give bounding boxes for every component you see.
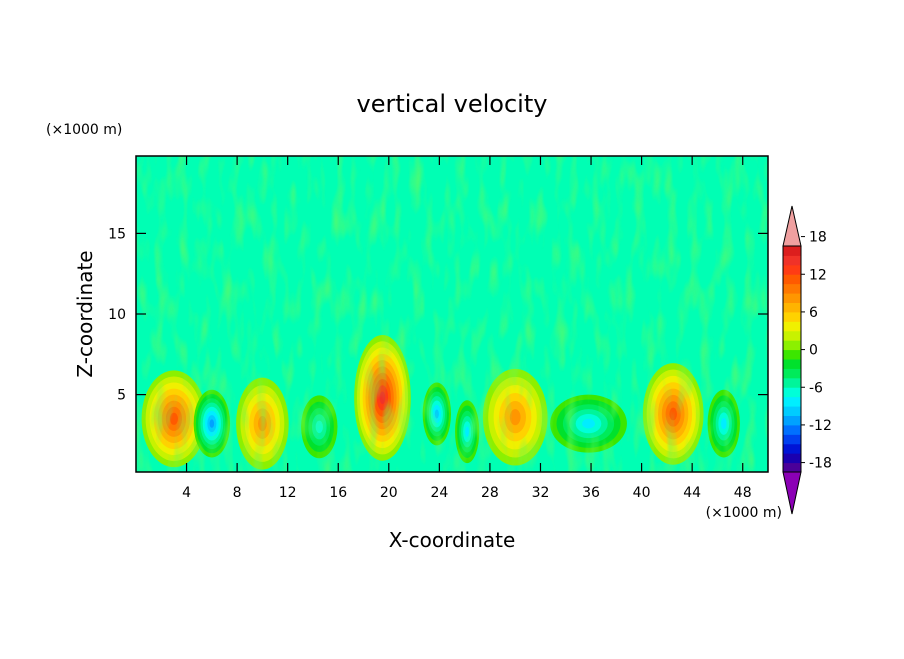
colorbar-segment xyxy=(783,453,801,464)
colorbar-segment xyxy=(783,283,801,294)
colorbar-top-arrow xyxy=(782,205,802,247)
colorbar-bottom-arrow xyxy=(782,471,802,515)
colorbar-segment xyxy=(783,349,801,360)
colorbar-segment xyxy=(783,443,801,454)
colorbar-segment xyxy=(783,434,801,445)
colorbar-segment xyxy=(783,330,801,341)
plot-area xyxy=(136,156,768,472)
colorbar-segment xyxy=(783,246,801,256)
colorbar-segment xyxy=(783,377,801,388)
x-tick-label: 32 xyxy=(532,485,550,501)
colorbar: 18 12 6 0 -6 -12 -18 xyxy=(782,205,832,515)
colorbar-segment xyxy=(783,406,801,416)
x-axis: 4 8 12 16 20 24 28 32 36 40 44 48 xyxy=(182,156,752,501)
x-tick-label: 8 xyxy=(233,485,242,501)
colorbar-segment xyxy=(783,462,801,473)
x-unit-label: (×1000 m) xyxy=(706,505,782,521)
y-axis-label: Z-coordinate xyxy=(73,250,97,377)
x-tick-label: 44 xyxy=(683,485,701,501)
turbulence-texture xyxy=(136,156,768,472)
colorbar-label: -12 xyxy=(809,418,832,434)
colorbar-label: -6 xyxy=(809,380,823,396)
colorbar-segment xyxy=(783,321,801,332)
colorbar-segment xyxy=(783,340,801,351)
colorbar-frame xyxy=(782,245,802,473)
x-tick-label: 48 xyxy=(734,485,752,501)
colorbar-segment xyxy=(783,255,801,266)
colorbar-segment xyxy=(783,368,801,379)
colorbar-label: -18 xyxy=(809,456,832,472)
colorbar-segment xyxy=(783,359,801,369)
colorbar-segment xyxy=(783,415,801,426)
x-tick-label: 12 xyxy=(279,485,297,501)
colorbar-segment xyxy=(783,274,801,285)
colorbar-segment xyxy=(783,424,801,435)
x-tick-label: 28 xyxy=(481,485,499,501)
chart-title: vertical velocity xyxy=(357,90,548,118)
y-axis: 5 10 15 xyxy=(108,226,768,404)
x-tick-label: 16 xyxy=(329,485,347,501)
x-tick-label: 20 xyxy=(380,485,398,501)
colorbar-segment xyxy=(783,396,801,407)
colorbar-label: 18 xyxy=(809,230,827,246)
colorbar-segment xyxy=(783,293,801,303)
x-tick-label: 24 xyxy=(430,485,448,501)
y-unit-label: (×1000 m) xyxy=(46,122,122,138)
colorbar-segment xyxy=(783,311,801,322)
x-tick-label: 36 xyxy=(582,485,600,501)
colorbar-label: 12 xyxy=(809,267,827,283)
colorbar-segment xyxy=(783,302,801,313)
x-axis-label: X-coordinate xyxy=(389,528,516,552)
y-tick-label: 15 xyxy=(108,226,126,242)
x-tick-label: 40 xyxy=(633,485,651,501)
colorbar-label: 6 xyxy=(809,305,818,321)
x-tick-label: 4 xyxy=(182,485,191,501)
colorbar-label: 0 xyxy=(809,343,818,359)
colorbar-segment xyxy=(783,264,801,275)
y-tick-label: 5 xyxy=(117,388,126,404)
colorbar-segment xyxy=(783,387,801,398)
y-tick-label: 10 xyxy=(108,307,126,323)
